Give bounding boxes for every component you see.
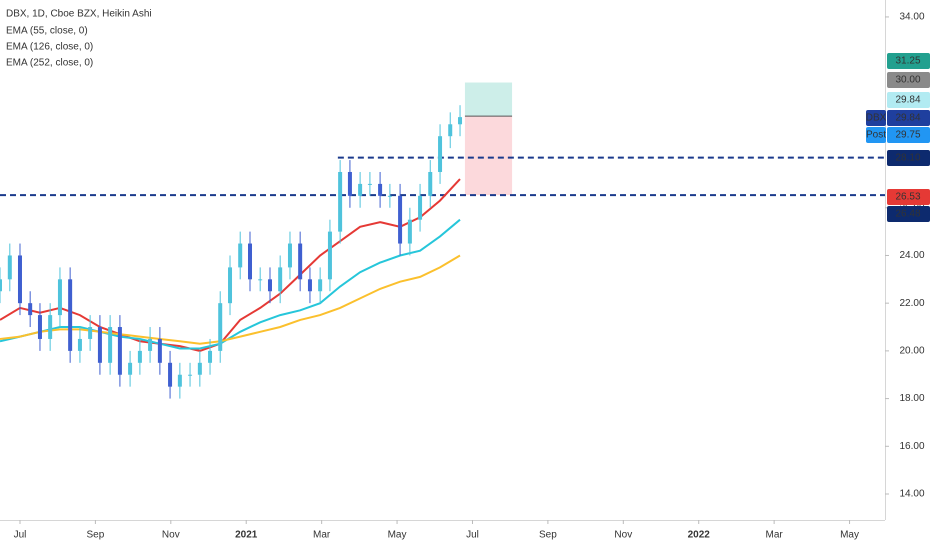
y-tick-label: 24.00 [899,250,924,261]
candle-body [347,171,352,196]
x-tick-label: Sep [87,530,105,541]
candle-body [298,243,303,280]
candle-body [197,362,202,375]
candle-body [48,315,53,339]
price-tag: DBX [866,113,887,124]
candle-body [128,362,133,375]
candle-body [287,243,292,268]
candle-body [177,374,182,387]
x-tick-label: May [840,530,859,541]
candle-body [17,255,22,304]
x-tick-label: 2022 [688,530,711,541]
legend-entry: EMA (252, close, 0) [6,58,93,69]
price-tag: Post [866,130,886,141]
x-tick-label: Mar [766,530,784,541]
candle-body [428,171,433,196]
price-label: 29.84 [895,113,920,124]
price-label-box [887,53,930,69]
y-tick-label: 16.00 [899,441,924,452]
legend-entry: EMA (55, close, 0) [6,26,88,37]
candle-body [137,350,142,363]
target-zone [464,82,513,117]
candle-body [188,374,193,376]
y-tick-label: 34.00 [899,12,924,23]
price-tag-box [866,127,886,143]
chart-title: DBX, 1D, Cboe BZX, Heikin Ashi [6,9,152,20]
candle-body [37,315,42,339]
stop-zone [464,116,513,196]
price-label-box [887,189,930,205]
price-label-box [887,150,930,166]
price-label: 30.00 [895,75,920,86]
candle-body [77,338,82,351]
price-label-box [887,127,930,143]
candle-body [407,219,412,244]
candle-body [338,171,343,232]
price-label-box [887,72,930,88]
candle-body [68,279,73,351]
candle-body [367,183,372,185]
candle-body [318,279,323,292]
candle-body [458,117,463,125]
candle-body [57,279,62,316]
x-tick-label: Jul [14,530,27,541]
candle-body [117,327,122,375]
candle-body [398,195,403,244]
candle-body [448,124,453,137]
x-tick-label: May [388,530,407,541]
y-tick-label: 18.00 [899,393,924,404]
y-tick-label: 14.00 [899,489,924,500]
price-tag-box [866,110,886,126]
candle-body [278,267,283,292]
price-label-box [887,110,930,126]
candle-body [148,338,153,351]
candle-body [218,303,223,351]
plot [0,82,885,399]
price-label: 26.48 [895,209,920,220]
candle-body [387,195,392,197]
candle-body [88,327,93,339]
candle-body [157,338,162,363]
x-tick-label: Nov [162,530,180,541]
candle-body [168,362,173,387]
ema-line [0,254,461,345]
x-tick-label: Jul [466,530,479,541]
x-tick-label: Sep [539,530,557,541]
candle-body [28,303,33,316]
candle-body [327,231,332,280]
candle-body [7,255,12,280]
x-tick-label: Mar [313,530,331,541]
candle-body [108,327,113,363]
candle-body [0,279,2,292]
price-label: 29.75 [895,130,920,141]
ema-line [0,178,461,352]
price-label-box [887,92,930,108]
legend-entry: EMA (126, close, 0) [6,42,93,53]
candle-body [307,279,312,292]
candle-body [267,279,272,292]
candle-body [258,279,263,281]
x-tick-label: 2021 [235,530,258,541]
candle-body [208,350,213,363]
candle-body [418,195,423,220]
price-label: 28.10 [895,153,920,164]
candle-body [238,243,243,268]
y-tick-label: 20.00 [899,346,924,357]
candle-body [97,327,102,363]
overlay: DBX, 1D, Cboe BZX, Heikin Ashi 14.00 16.0… [6,9,930,541]
candle-body [228,267,233,304]
y-tick-label: 22.00 [899,298,924,309]
price-label: 29.84 [895,95,920,106]
candle-body [248,243,253,280]
price-label-box [887,206,930,222]
candle-body [378,183,383,196]
price-label: 31.25 [895,56,920,67]
x-tick-label: Nov [614,530,632,541]
candle-body [358,183,363,196]
ema-line [0,218,461,350]
price-label: 26.53 [895,192,920,203]
candle-body [438,136,443,172]
